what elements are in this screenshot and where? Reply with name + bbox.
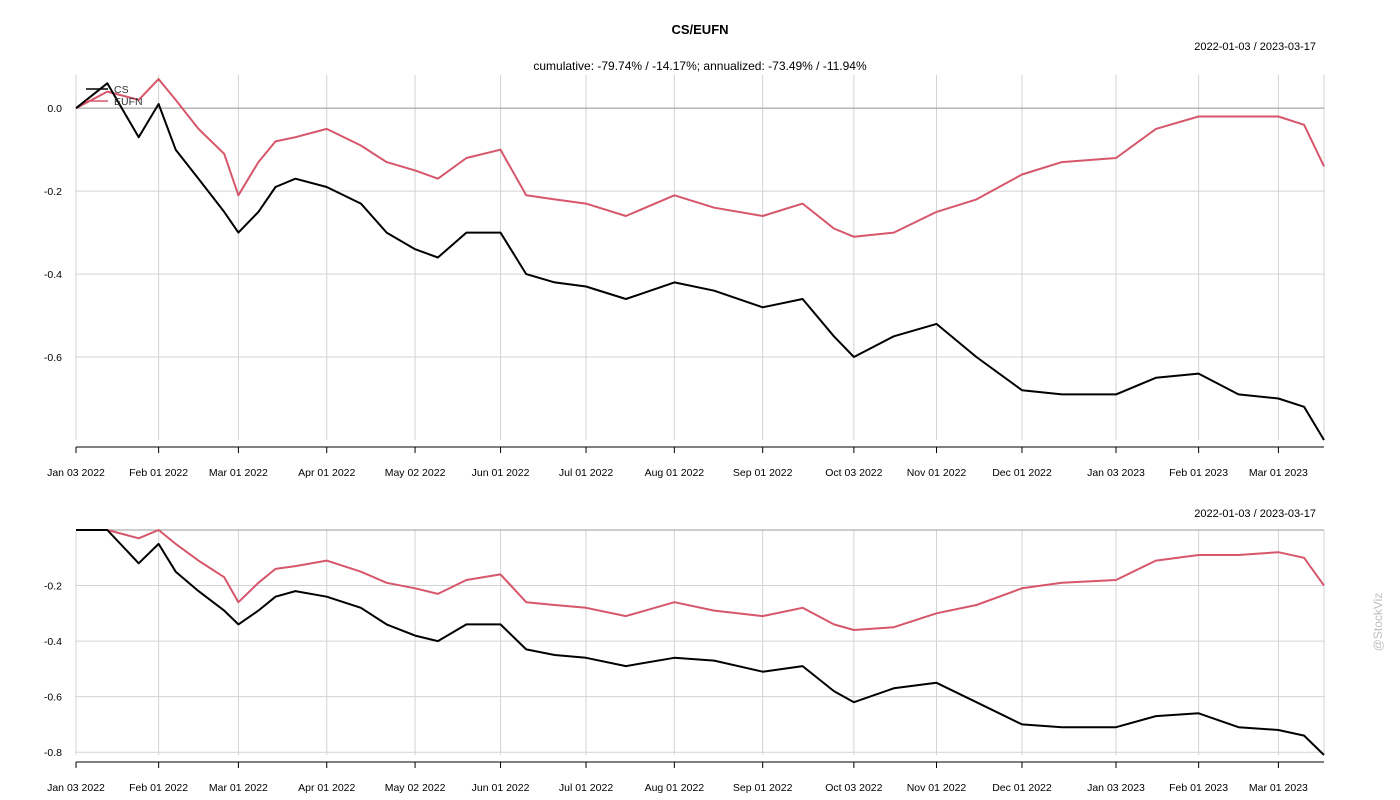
y-tick-label: -0.2 (44, 186, 62, 198)
watermark-text: @StockViz (1371, 593, 1385, 652)
y-tick-label: -0.2 (44, 581, 62, 593)
y-tick-label: -0.8 (44, 747, 62, 759)
x-tick-label: Jun 01 2022 (472, 782, 530, 794)
x-tick-label: Aug 01 2022 (645, 467, 705, 479)
x-tick-label: Jan 03 2022 (47, 782, 105, 794)
x-tick-label: Apr 01 2022 (298, 782, 355, 794)
x-tick-label: Jan 03 2023 (1087, 467, 1145, 479)
x-tick-label: Apr 01 2022 (298, 467, 355, 479)
legend-label: CS (114, 84, 129, 96)
x-tick-label: Oct 03 2022 (825, 467, 882, 479)
y-tick-label: -0.6 (44, 352, 62, 364)
date-range-label: 2022-01-03 / 2023-03-17 (1194, 41, 1316, 53)
x-tick-label: Nov 01 2022 (907, 782, 967, 794)
y-tick-label: -0.6 (44, 692, 62, 704)
series-line-cs (76, 529, 1325, 756)
x-tick-label: Mar 01 2022 (209, 467, 268, 479)
x-tick-label: Dec 01 2022 (992, 782, 1052, 794)
x-tick-label: Sep 01 2022 (733, 782, 793, 794)
date-range-label: 2022-01-03 / 2023-03-17 (1194, 508, 1316, 520)
series-line-eufn (76, 529, 1325, 631)
x-tick-label: Feb 01 2022 (129, 782, 188, 794)
x-tick-label: Feb 01 2023 (1169, 782, 1228, 794)
x-tick-label: Feb 01 2022 (129, 467, 188, 479)
x-tick-label: May 02 2022 (385, 782, 446, 794)
x-tick-label: Jul 01 2022 (559, 782, 613, 794)
x-tick-label: Oct 03 2022 (825, 782, 882, 794)
series-line-cs (75, 82, 1325, 441)
y-tick-label: 0.0 (47, 103, 62, 115)
x-tick-label: Mar 01 2023 (1249, 467, 1308, 479)
chart-subtitle: cumulative: -79.74% / -14.17%; annualize… (533, 59, 867, 73)
x-tick-label: Jun 01 2022 (472, 467, 530, 479)
x-tick-label: Sep 01 2022 (733, 467, 793, 479)
x-tick-label: Mar 01 2022 (209, 782, 268, 794)
x-tick-label: Mar 01 2023 (1249, 782, 1308, 794)
chart-title: CS/EUFN (671, 22, 728, 37)
x-tick-label: Jul 01 2022 (559, 467, 613, 479)
x-tick-label: Dec 01 2022 (992, 467, 1052, 479)
y-tick-label: -0.4 (44, 269, 62, 281)
x-tick-label: Aug 01 2022 (645, 782, 705, 794)
x-tick-label: Jan 03 2023 (1087, 782, 1145, 794)
x-tick-label: Feb 01 2023 (1169, 467, 1228, 479)
y-tick-label: -0.4 (44, 636, 62, 648)
x-tick-label: May 02 2022 (385, 467, 446, 479)
drawdown-panel: 2022-01-03 / 2023-03-17 Jan 03 2022 Feb 01… (44, 508, 1325, 794)
cumulative-returns-panel: 2022-01-03 / 2023-03-17 Jan 03 2022 Feb 01… (44, 41, 1325, 479)
x-tick-label: Jan 03 2022 (47, 467, 105, 479)
series-line-eufn (75, 78, 1325, 238)
x-tick-label: Nov 01 2022 (907, 467, 967, 479)
legend-label: EUFN (114, 96, 143, 108)
